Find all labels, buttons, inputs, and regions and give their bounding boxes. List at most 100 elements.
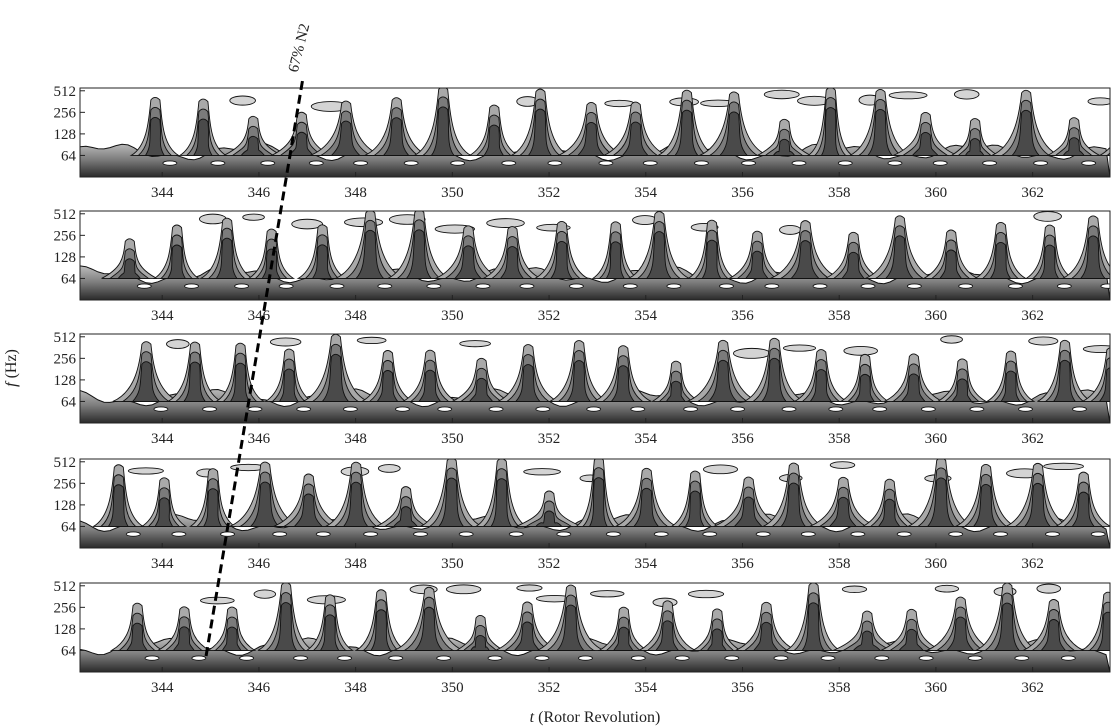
contour-island	[356, 336, 387, 345]
contour-core	[171, 531, 187, 537]
contour-plume	[556, 604, 585, 651]
y-tick-label: 64	[61, 643, 77, 659]
contour-core	[377, 283, 393, 289]
contour-core	[800, 531, 816, 537]
x-tick-label: 352	[538, 308, 561, 324]
contour-island	[590, 590, 625, 598]
contour-island	[269, 337, 302, 347]
contour-plume	[801, 602, 825, 651]
contour-island	[953, 89, 980, 100]
x-tick-label: 348	[344, 185, 367, 201]
x-tick-label: 350	[441, 680, 464, 696]
contour-core	[850, 531, 866, 537]
contour-plume	[621, 121, 649, 156]
contour-plume	[342, 481, 369, 527]
contour-plume	[790, 240, 820, 279]
contour-plume	[854, 373, 876, 402]
contour-plume	[898, 628, 925, 651]
contour-island	[516, 584, 543, 592]
contour-plume	[453, 245, 482, 279]
contour-core	[568, 283, 584, 289]
contour-core	[272, 531, 288, 537]
y-tick-label: 512	[54, 84, 77, 100]
x-tick-label: 362	[1021, 680, 1044, 696]
contour-plume	[733, 496, 763, 527]
contour-core	[896, 531, 912, 537]
contour-core	[1090, 531, 1106, 537]
contour-plume	[951, 378, 973, 402]
spectrogram-panel-2: 64 128 256 512 344 346 348 350 352 354 356 358 360 36…	[54, 207, 1111, 324]
contour-island	[200, 596, 235, 605]
spectrogram-panel-1: 64 128 256 512 344 346 348 350 352 354 356 358 360 36…	[54, 84, 1111, 201]
contour-island	[377, 464, 401, 473]
contour-core	[653, 531, 669, 537]
contour-plume	[549, 240, 573, 279]
contour-plume	[972, 484, 999, 527]
contour-core	[426, 283, 442, 289]
contour-core	[982, 160, 998, 166]
contour-core	[162, 160, 178, 166]
contour-plume	[527, 108, 553, 156]
contour-plume	[718, 111, 749, 156]
x-tick-label: 346	[248, 431, 271, 447]
contour-core	[337, 655, 353, 661]
contour-core	[837, 160, 853, 166]
contour-core	[724, 655, 740, 661]
contour-core	[674, 655, 690, 661]
contour-core	[1014, 655, 1030, 661]
contour-plume	[392, 506, 419, 527]
contour-core	[622, 283, 638, 289]
contour-plume	[215, 237, 238, 279]
contour-core	[519, 283, 535, 289]
contour-island	[1082, 345, 1110, 354]
contour-plume	[964, 138, 985, 156]
x-tick-label: 362	[1021, 185, 1044, 201]
contour-plume	[665, 380, 686, 402]
contour-plume	[588, 477, 609, 527]
contour-core	[450, 160, 466, 166]
panel-contours	[80, 583, 1110, 672]
contour-core	[437, 406, 453, 412]
contour-core	[315, 531, 331, 537]
contour-plume	[809, 369, 833, 402]
contour-core	[329, 283, 345, 289]
contour-core	[487, 655, 503, 661]
contour-core	[630, 406, 646, 412]
contour-core	[578, 655, 593, 661]
contour-plume	[1098, 367, 1110, 402]
contour-plume	[772, 138, 796, 156]
contour-island	[229, 95, 256, 106]
contour-plume	[355, 229, 385, 279]
contour-core	[702, 531, 718, 537]
contour-plume	[499, 246, 525, 279]
y-axis-title: f (Hz)	[3, 349, 20, 387]
contour-plume	[430, 106, 455, 156]
axis-titles: t (Rotor Revolution) f (Hz)	[3, 349, 660, 726]
contour-island	[1028, 336, 1059, 346]
contour-island	[166, 339, 190, 349]
contour-plume	[534, 510, 563, 527]
contour-plume	[172, 626, 196, 651]
contour-plume	[107, 484, 130, 527]
contour-plume	[945, 616, 975, 651]
contour-core	[363, 531, 379, 537]
contour-plume	[706, 628, 728, 651]
y-tick-label: 64	[61, 271, 77, 287]
x-tick-label: 344	[151, 185, 174, 201]
contour-plume	[154, 497, 174, 527]
x-tick-label: 358	[828, 185, 851, 201]
contour-plume	[841, 251, 865, 279]
contour-island	[940, 335, 963, 344]
contour-core	[812, 283, 828, 289]
y-tick-label: 256	[54, 600, 77, 616]
contour-core	[234, 283, 250, 289]
contour-core	[1018, 406, 1033, 412]
y-tick-label: 128	[54, 622, 77, 638]
contour-core	[1033, 160, 1049, 166]
x-tick-label: 344	[151, 431, 174, 447]
panel-frame	[79, 87, 1111, 178]
contour-core	[1081, 160, 1097, 166]
contour-plume	[744, 250, 769, 279]
contour-core	[781, 406, 797, 412]
contour-plume	[707, 359, 738, 402]
